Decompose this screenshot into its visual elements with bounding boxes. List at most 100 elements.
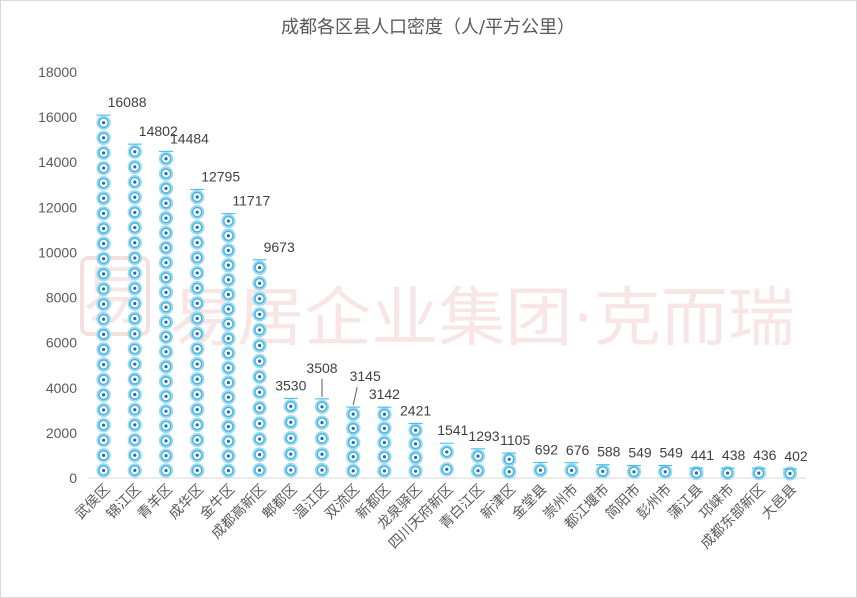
x-tick-label: 郫都区 [260,482,301,523]
bar-mark [190,280,205,296]
bar-mark [346,435,361,450]
bar-mark [439,444,454,460]
bar-mark [158,285,174,300]
bar-mark [252,416,267,431]
bar-mark [127,144,142,159]
bar-mark [127,174,142,190]
bar-mark [283,462,298,478]
data-label: 3145 [350,368,381,384]
data-label: 676 [566,442,590,458]
bar-mark [127,341,142,357]
bar-mark [221,404,236,420]
x-tick-label: 简阳市 [602,481,644,523]
bar-mark [252,385,267,400]
bar-mark [96,160,111,176]
bar-mark [127,372,142,387]
data-label: 14484 [170,130,209,146]
data-label: 3508 [306,360,337,376]
bar-mark [782,466,798,481]
bar-mark [96,463,111,478]
data-label: 692 [535,441,559,457]
bar-mark [252,260,267,275]
bar-mark [96,236,111,251]
bar-mark [96,145,111,161]
bar-mark [127,205,142,220]
bar-mark [439,462,454,477]
data-label: 438 [722,447,746,463]
bar-mark [96,357,111,372]
bar-mark [221,345,236,361]
x-tick-label: 青羊区 [135,482,176,523]
bar-mark [408,450,423,465]
bar-mark [221,463,236,478]
bar-mark [221,390,236,405]
x-tick-label: 锦江区 [103,481,145,523]
bar-mark [96,448,111,463]
bar-mark [221,360,236,376]
bar-mark [96,266,111,282]
bar-mark [158,448,174,463]
data-label: 588 [597,444,621,460]
bar-mark [96,175,111,191]
bar-mark [190,356,205,372]
bar [346,406,361,479]
bar-mark [221,419,236,434]
bar [252,259,267,478]
bar-mark [252,338,267,353]
bar-mark [190,402,205,417]
bar-mark [252,447,267,462]
bar-mark [564,463,579,478]
x-tick-label: 温江区 [291,482,332,523]
bar [595,464,610,479]
bar-mark [96,115,111,130]
bar-mark [96,402,111,418]
bar-mark [190,326,205,341]
bars [96,114,798,481]
data-label: 3530 [275,377,306,393]
bar-mark [408,423,423,438]
bar-mark [158,166,174,181]
bar [158,150,174,478]
bar-mark [96,191,111,206]
bar-mark [658,464,673,480]
bar-mark [158,433,174,449]
bar-mark [127,417,142,433]
data-label: 402 [784,448,808,464]
bar-mark [158,255,174,270]
bar-mark [190,341,205,357]
bar-mark [190,432,205,448]
bar [658,464,673,480]
y-tick-label: 18000 [38,64,77,80]
x-tick-label: 双流区 [322,482,363,523]
bar-mark [96,130,111,146]
bar-mark [127,432,142,448]
bar-mark [158,240,174,256]
bar-mark [127,190,142,205]
bar-mark [314,399,330,414]
bar [689,465,704,481]
bar-mark [158,418,174,434]
bar-mark [96,372,111,387]
bar [377,406,392,479]
bar-mark [502,464,517,479]
bar-mark [470,463,486,478]
bar-mark [158,300,174,315]
bar-mark [252,431,267,447]
data-label: 3142 [369,386,400,402]
bar-mark [346,449,361,464]
bar-mark [158,344,174,359]
bar [782,466,798,481]
bar-mark [221,287,236,302]
y-tick-label: 0 [69,470,77,486]
x-tick-label: 成华区 [166,482,207,523]
bar-mark [221,243,236,258]
bar-mark [127,463,142,478]
bar-mark [190,311,205,326]
bar-mark [283,446,298,462]
bar-mark [252,463,267,478]
bar-mark [377,435,392,450]
data-label: 1541 [437,422,468,438]
bar-mark [377,463,392,479]
bar-mark [190,220,205,235]
